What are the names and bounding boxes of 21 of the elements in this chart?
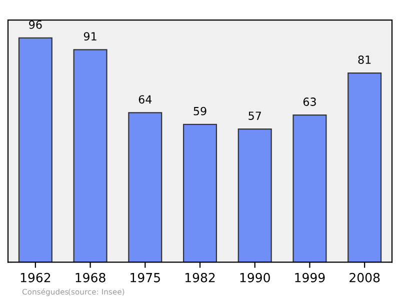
bar [18, 37, 52, 262]
bar [292, 114, 327, 262]
data-label: 57 [248, 112, 261, 120]
bar [348, 72, 382, 262]
bar [128, 112, 162, 262]
data-label: 91 [84, 32, 96, 41]
x-tick-label: 1982 [185, 272, 215, 282]
bar [238, 128, 272, 262]
x-tick-label: 1990 [240, 272, 270, 282]
x-tick-label: 1968 [76, 272, 106, 282]
data-label: 81 [358, 56, 371, 64]
data-label: 64 [138, 95, 152, 104]
x-tick-label: 1999 [295, 272, 325, 282]
x-tick-label: 2008 [350, 272, 380, 282]
bar [73, 49, 108, 262]
data-label: 96 [29, 20, 42, 29]
data-label: 63 [303, 98, 316, 106]
x-tick-label: 1975 [130, 272, 160, 282]
bar [182, 124, 218, 262]
x-tick-label: 1962 [20, 272, 50, 282]
data-label: 59 [194, 106, 206, 116]
